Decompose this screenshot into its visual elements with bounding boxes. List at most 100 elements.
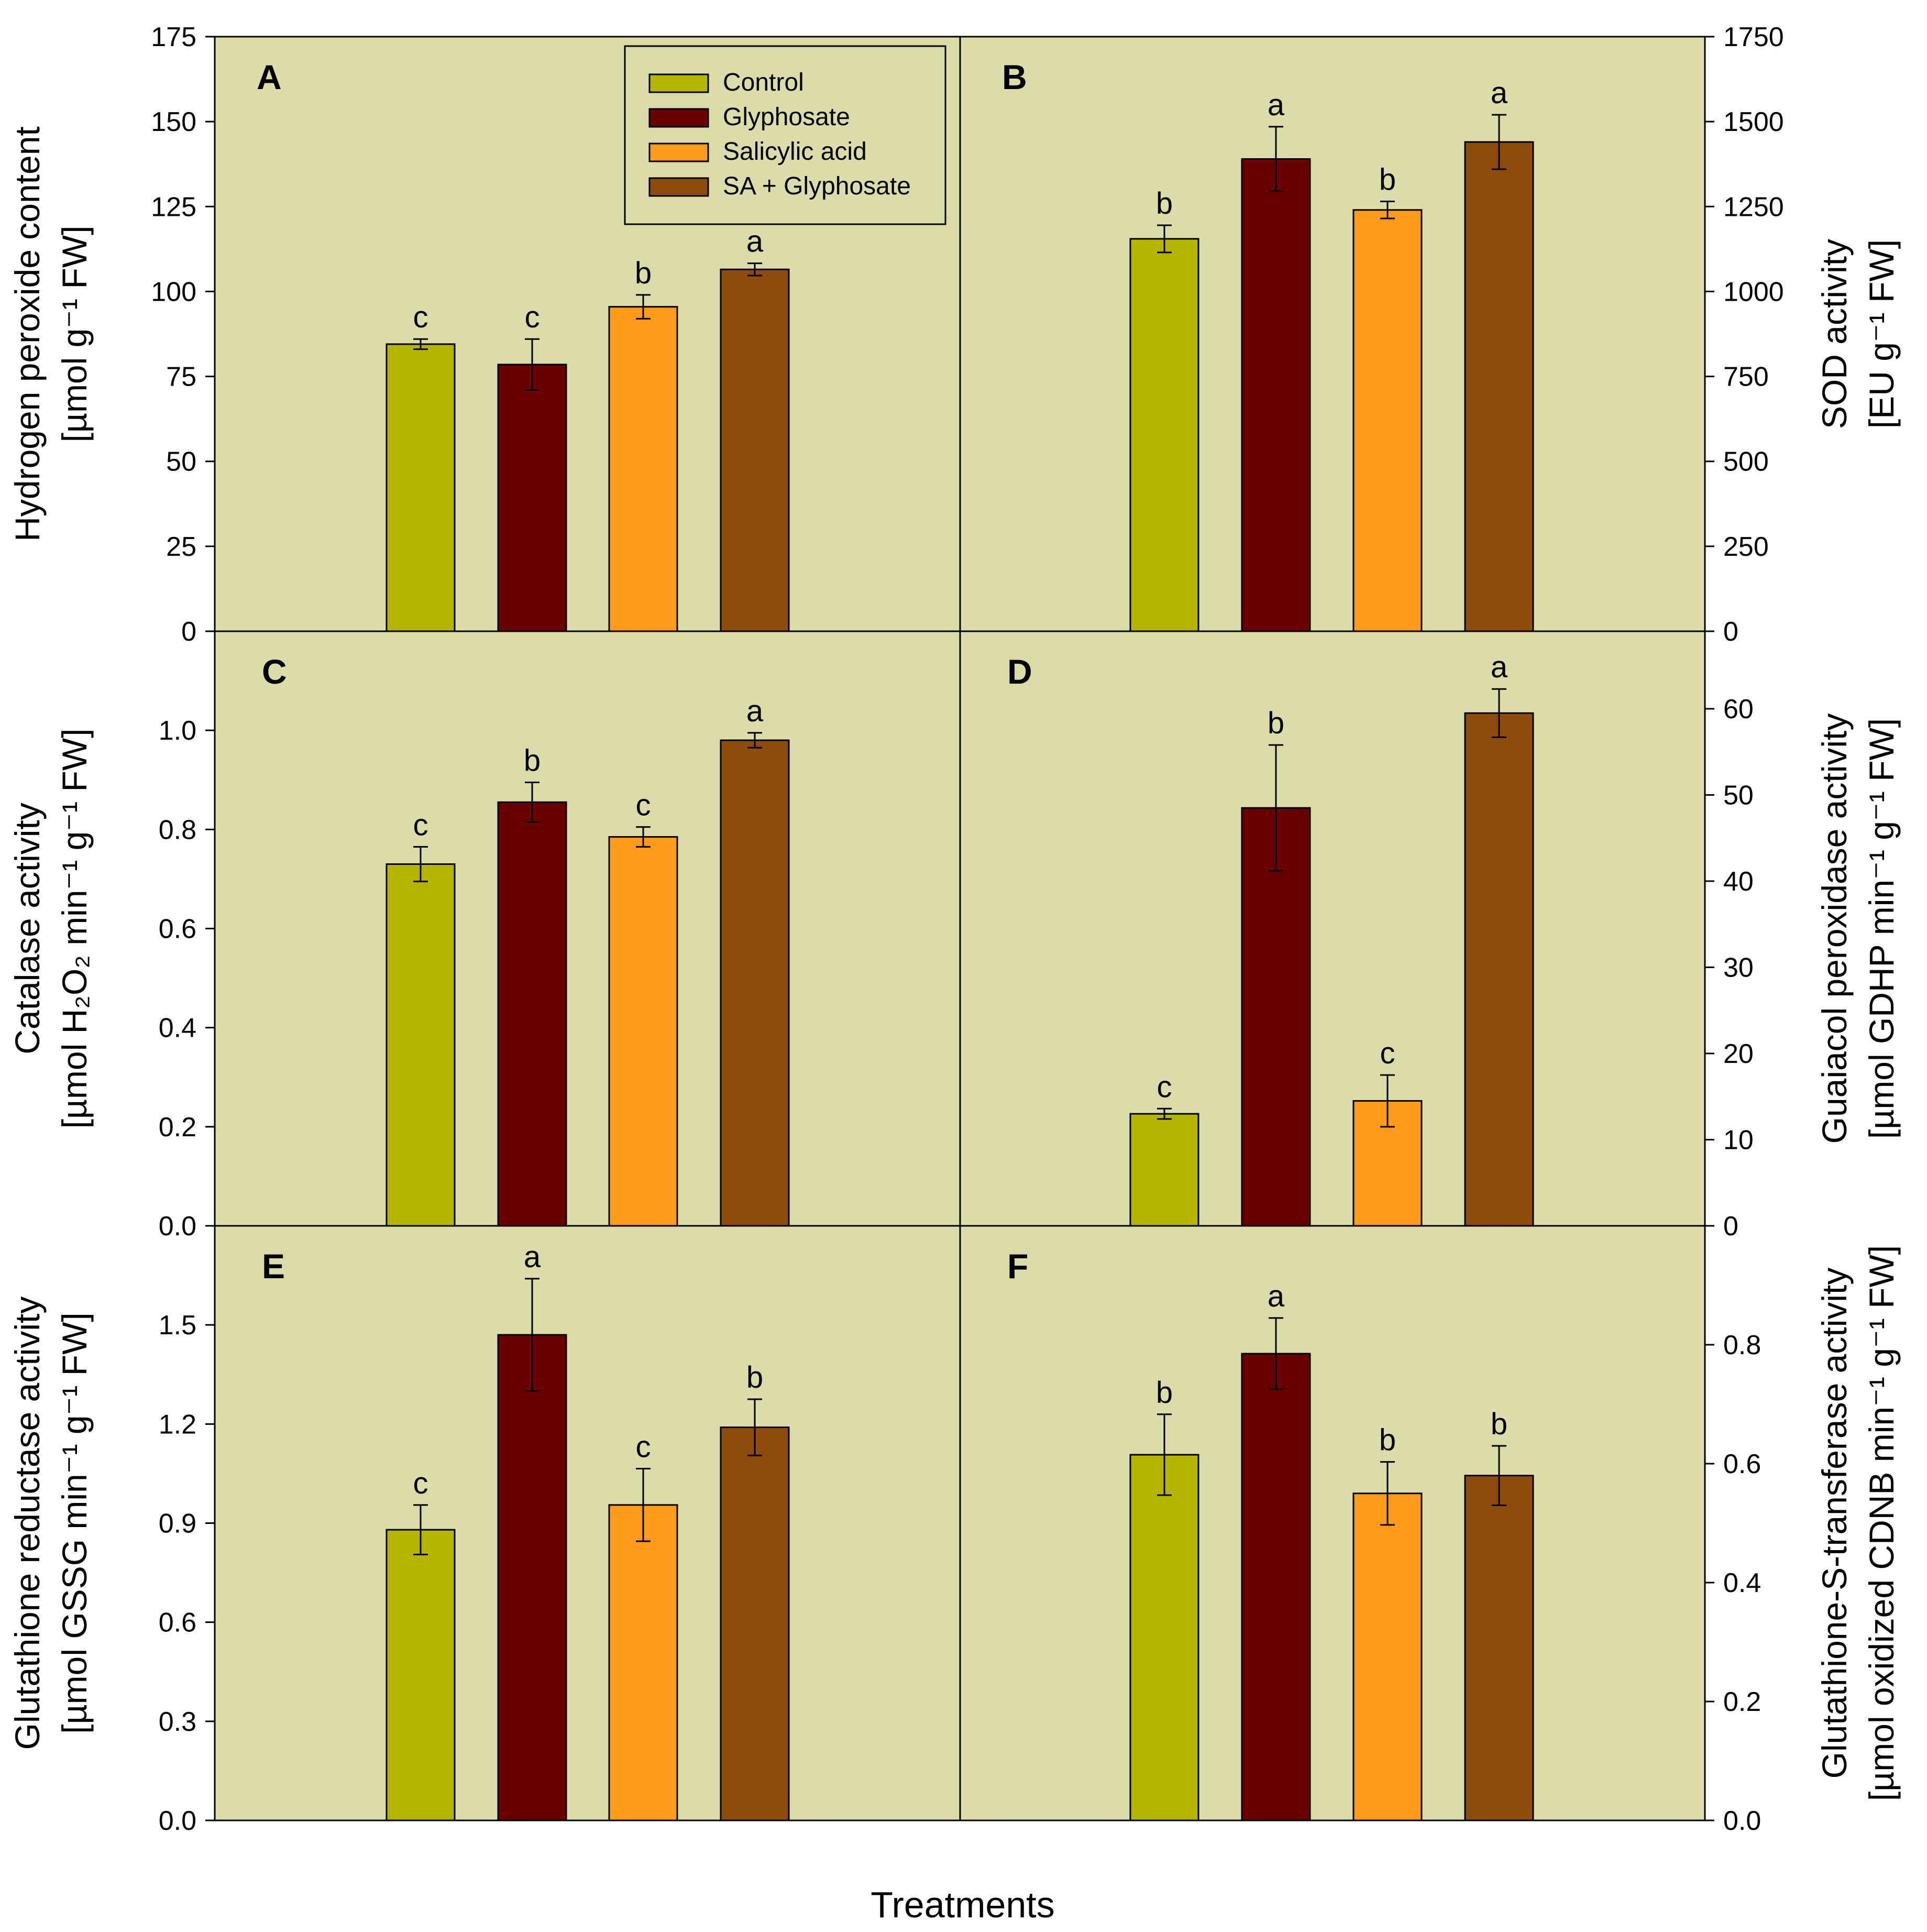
- significance-label: b: [746, 1360, 763, 1395]
- y-tick-label: 0.9: [159, 1509, 196, 1539]
- legend-label: Glyphosate: [723, 103, 850, 131]
- y-tick-label: 0.6: [159, 914, 196, 945]
- legend-label: SA + Glyphosate: [723, 172, 911, 200]
- y-tick-label: 500: [1723, 447, 1769, 477]
- panel-f: F 0.0 0.2 0.4 0.6 0.8 Glutathione-S-transferas…: [1007, 1245, 1901, 1836]
- legend-swatch: [648, 142, 709, 162]
- y-tick-label: 150: [151, 107, 196, 137]
- bar-glyphosate: [1241, 1353, 1311, 1821]
- y-tick-label: 1.0: [159, 716, 196, 746]
- y-tick-label: 0: [1723, 617, 1738, 647]
- bar-control: [1129, 238, 1199, 632]
- legend-swatch: [648, 73, 709, 93]
- y-tick-label: 0.3: [159, 1707, 196, 1737]
- panel-letter-f: F: [1007, 1247, 1028, 1286]
- y-tick-label: 50: [166, 447, 196, 477]
- y-axis-unit: [µmol GSSG min⁻¹ g⁻¹ FW]: [55, 1312, 94, 1733]
- panel-letter-d: D: [1007, 652, 1032, 691]
- y-tick-label: 0.6: [1723, 1449, 1761, 1479]
- bar-salicylic-acid: [608, 306, 678, 632]
- y-tick-label: 10: [1723, 1125, 1754, 1156]
- bar-sa-glyphosate: [720, 268, 790, 632]
- y-tick-label: 100: [151, 277, 196, 307]
- significance-label: c: [525, 300, 540, 334]
- bar-sa-glyphosate: [1464, 712, 1534, 1227]
- panel-a: A 0 25 50 75 100 125 150 175 Hydrogen peroxide co…: [8, 22, 790, 647]
- y-axis-title: Guaiacol peroxidase activity: [1815, 713, 1854, 1144]
- panel-b: B 0 250 500 750 1000 1250 1500 1750 SOD activity[…: [1002, 22, 1901, 647]
- panel-e: E 0.0 0.3 0.6 0.9 1.2 1.5 Glutathione reductase…: [8, 1240, 790, 1836]
- y-tick-label: 75: [166, 362, 196, 392]
- bar-glyphosate: [1241, 807, 1311, 1227]
- significance-label: a: [1491, 76, 1508, 110]
- bar-glyphosate: [497, 364, 567, 632]
- bar-sa-glyphosate: [1464, 141, 1534, 632]
- y-tick-label: 60: [1723, 694, 1754, 724]
- bar-control: [1129, 1113, 1199, 1227]
- legend-label: Control: [723, 69, 804, 96]
- significance-label: b: [1156, 186, 1173, 221]
- bar-sa-glyphosate: [720, 739, 790, 1227]
- legend-swatch: [648, 177, 709, 197]
- y-tick-label: 0.0: [159, 1211, 196, 1242]
- y-axis-title: Catalase activity: [8, 803, 47, 1055]
- bar-control: [386, 1529, 456, 1821]
- panel-letter-b: B: [1002, 58, 1027, 96]
- panel-c: C 0.0 0.2 0.4 0.6 0.8 1.0 Catalase activity [µmo…: [8, 652, 790, 1242]
- significance-label: c: [413, 1466, 428, 1500]
- y-axis-unit: [µmol GDHP min⁻¹ g⁻¹ FW]: [1862, 718, 1901, 1139]
- bar-sa-glyphosate: [720, 1426, 790, 1821]
- y-tick-label: 40: [1723, 866, 1754, 897]
- y-tick-label: 0.4: [159, 1013, 196, 1044]
- panel-letter-c: C: [262, 652, 287, 691]
- significance-label: b: [1379, 1423, 1396, 1457]
- significance-label: a: [746, 225, 764, 259]
- y-axis-unit: [µmol g⁻¹ FW]: [55, 226, 94, 443]
- legend-swatch: [648, 108, 709, 128]
- y-tick-label: 1250: [1723, 192, 1784, 222]
- bar-salicylic-acid: [1352, 209, 1423, 632]
- bar-glyphosate: [497, 801, 567, 1227]
- significance-label: b: [1379, 163, 1396, 197]
- significance-label: c: [413, 300, 428, 334]
- y-tick-label: 1000: [1723, 277, 1784, 307]
- bar-salicylic-acid: [608, 1504, 678, 1821]
- y-axis-unit: [µmol oxidized CDNB min⁻¹ g⁻¹ FW]: [1862, 1245, 1901, 1801]
- bar-salicylic-acid: [608, 836, 678, 1227]
- y-tick-label: 0.4: [1723, 1568, 1761, 1598]
- significance-label: a: [1491, 650, 1508, 684]
- panel-letter-a: A: [257, 58, 282, 96]
- y-tick-label: 1.5: [159, 1310, 196, 1341]
- significance-label: c: [1380, 1036, 1395, 1070]
- y-tick-label: 0.8: [1723, 1330, 1761, 1360]
- x-axis-title: Treatments: [871, 1884, 1054, 1925]
- significance-label: a: [1268, 88, 1285, 122]
- bar-sa-glyphosate: [1464, 1475, 1534, 1821]
- y-tick-label: 1.2: [159, 1409, 196, 1440]
- y-axis-title: Glutathione reductase activity: [8, 1297, 47, 1750]
- significance-label: a: [524, 1240, 541, 1274]
- y-tick-label: 250: [1723, 532, 1769, 562]
- y-axis-title: Glutathione-S-transferase activity: [1815, 1268, 1854, 1779]
- bar-salicylic-acid: [1352, 1492, 1423, 1821]
- y-tick-label: 750: [1723, 362, 1769, 392]
- significance-label: b: [1156, 1376, 1173, 1410]
- panel-letter-e: E: [262, 1247, 285, 1286]
- y-tick-label: 0.0: [1723, 1806, 1761, 1836]
- y-tick-label: 0.6: [159, 1608, 196, 1638]
- y-tick-label: 0: [1723, 1211, 1738, 1242]
- significance-label: c: [413, 808, 428, 842]
- bar-salicylic-acid: [1352, 1100, 1423, 1227]
- y-tick-label: 0.2: [1723, 1687, 1761, 1717]
- y-tick-label: 20: [1723, 1039, 1754, 1069]
- significance-label: a: [1268, 1279, 1285, 1313]
- y-tick-label: 30: [1723, 953, 1754, 983]
- y-tick-label: 125: [151, 192, 196, 222]
- y-tick-label: 50: [1723, 781, 1754, 811]
- bar-control: [386, 863, 456, 1227]
- bar-control: [1129, 1454, 1199, 1821]
- significance-label: a: [746, 694, 764, 728]
- bar-glyphosate: [497, 1334, 567, 1821]
- significance-label: c: [1157, 1070, 1172, 1104]
